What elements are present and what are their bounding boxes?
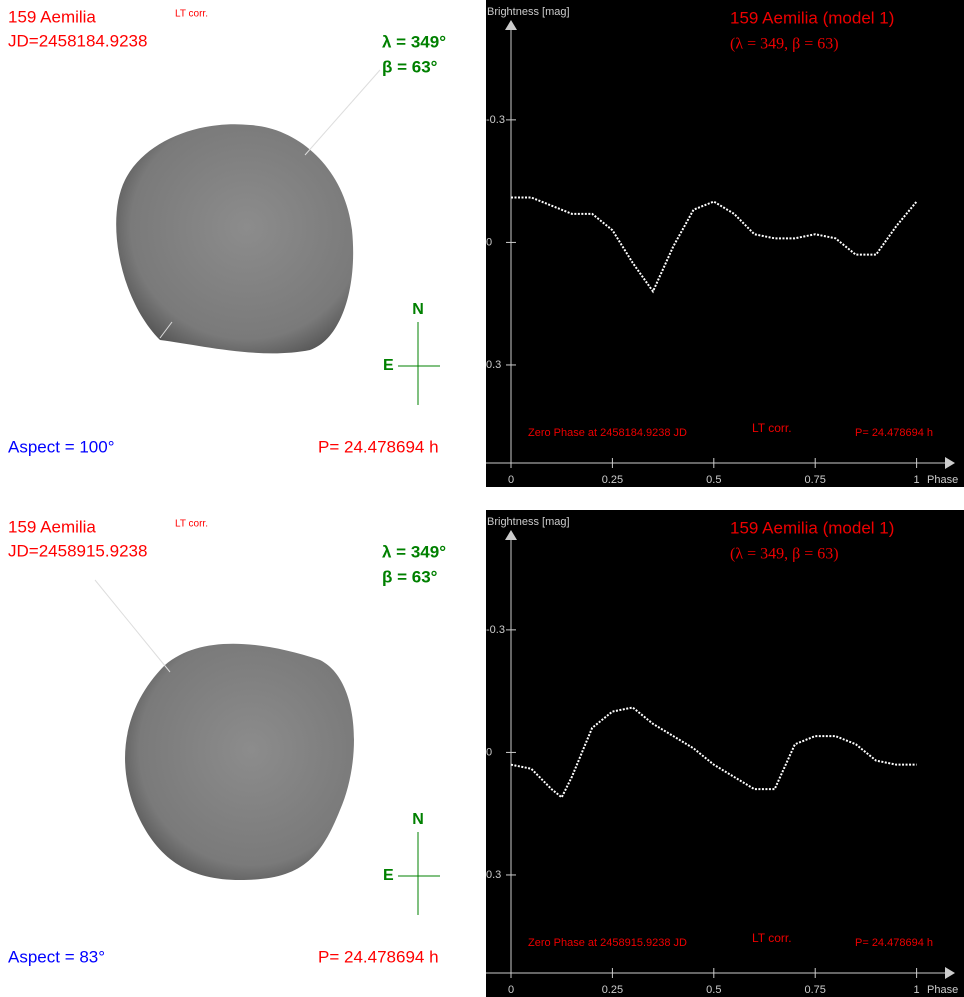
pole-beta: β = 63° <box>382 57 438 76</box>
chart-title: 159 Aemilia (model 1) <box>730 518 894 537</box>
x-tick-label: 0.5 <box>706 984 721 996</box>
chart-title: 159 Aemilia (model 1) <box>730 8 894 27</box>
x-tick-label: 0 <box>508 984 514 996</box>
period: P= 24.478694 h <box>318 947 439 966</box>
x-tick-label: 0 <box>508 474 514 486</box>
annotation: P= 24.478694 h <box>855 427 933 439</box>
spin-axis <box>95 580 170 672</box>
y-tick-label: -0.3 <box>486 114 505 126</box>
annotation: LT corr. <box>752 421 792 435</box>
x-tick-label: 0.75 <box>804 474 825 486</box>
x-tick-label: 1 <box>914 984 920 996</box>
annotation: Zero Phase at 2458915.9238 JD <box>528 937 687 949</box>
x-tick-label: 0.25 <box>602 984 623 996</box>
lt-corr: LT corr. <box>175 519 208 530</box>
aspect: Aspect = 83° <box>8 947 105 966</box>
pole-lambda: λ = 349° <box>382 542 446 561</box>
asteroid-shape <box>116 124 353 353</box>
julian-date: JD=2458184.9238 <box>8 31 147 50</box>
x-axis-label: Phase <box>927 984 958 996</box>
aspect: Aspect = 100° <box>8 437 115 456</box>
y-tick-label: 0.3 <box>486 359 501 371</box>
chart-background <box>486 510 964 997</box>
y-axis-label: Brightness [mag] <box>487 6 570 18</box>
chart-subtitle: (λ = 349, β = 63) <box>730 36 839 53</box>
annotation: LT corr. <box>752 931 792 945</box>
asteroid-shape <box>125 644 354 880</box>
east-label: E <box>383 867 394 884</box>
x-tick-label: 0.25 <box>602 474 623 486</box>
pole-beta: β = 63° <box>382 567 438 586</box>
object-name: 159 Aemilia <box>8 517 96 536</box>
x-tick-label: 0.5 <box>706 474 721 486</box>
spin-axis <box>305 70 380 155</box>
lt-corr: LT corr. <box>175 9 208 20</box>
period: P= 24.478694 h <box>318 437 439 456</box>
y-tick-label: -0.3 <box>486 624 505 636</box>
object-name: 159 Aemilia <box>8 7 96 26</box>
y-tick-label: 0.3 <box>486 869 501 881</box>
annotation: P= 24.478694 h <box>855 937 933 949</box>
pole-lambda: λ = 349° <box>382 32 446 51</box>
screen: 159 Aemilia LT corr. JD=2458184.9238 λ = 34… <box>0 0 964 997</box>
north-label: N <box>412 811 424 828</box>
x-tick-label: 1 <box>914 474 920 486</box>
x-axis-label: Phase <box>927 474 958 486</box>
y-tick-label: 0 <box>486 746 492 758</box>
chart-subtitle: (λ = 349, β = 63) <box>730 546 839 563</box>
y-axis-label: Brightness [mag] <box>487 516 570 528</box>
chart-background <box>486 0 964 487</box>
page: 159 Aemilia LT corr. JD=2458184.9238 λ = 34… <box>0 0 964 997</box>
north-label: N <box>412 301 424 318</box>
annotation: Zero Phase at 2458184.9238 JD <box>528 427 687 439</box>
y-tick-label: 0 <box>486 236 492 248</box>
julian-date: JD=2458915.9238 <box>8 541 147 560</box>
x-tick-label: 0.75 <box>804 984 825 996</box>
east-label: E <box>383 357 394 374</box>
